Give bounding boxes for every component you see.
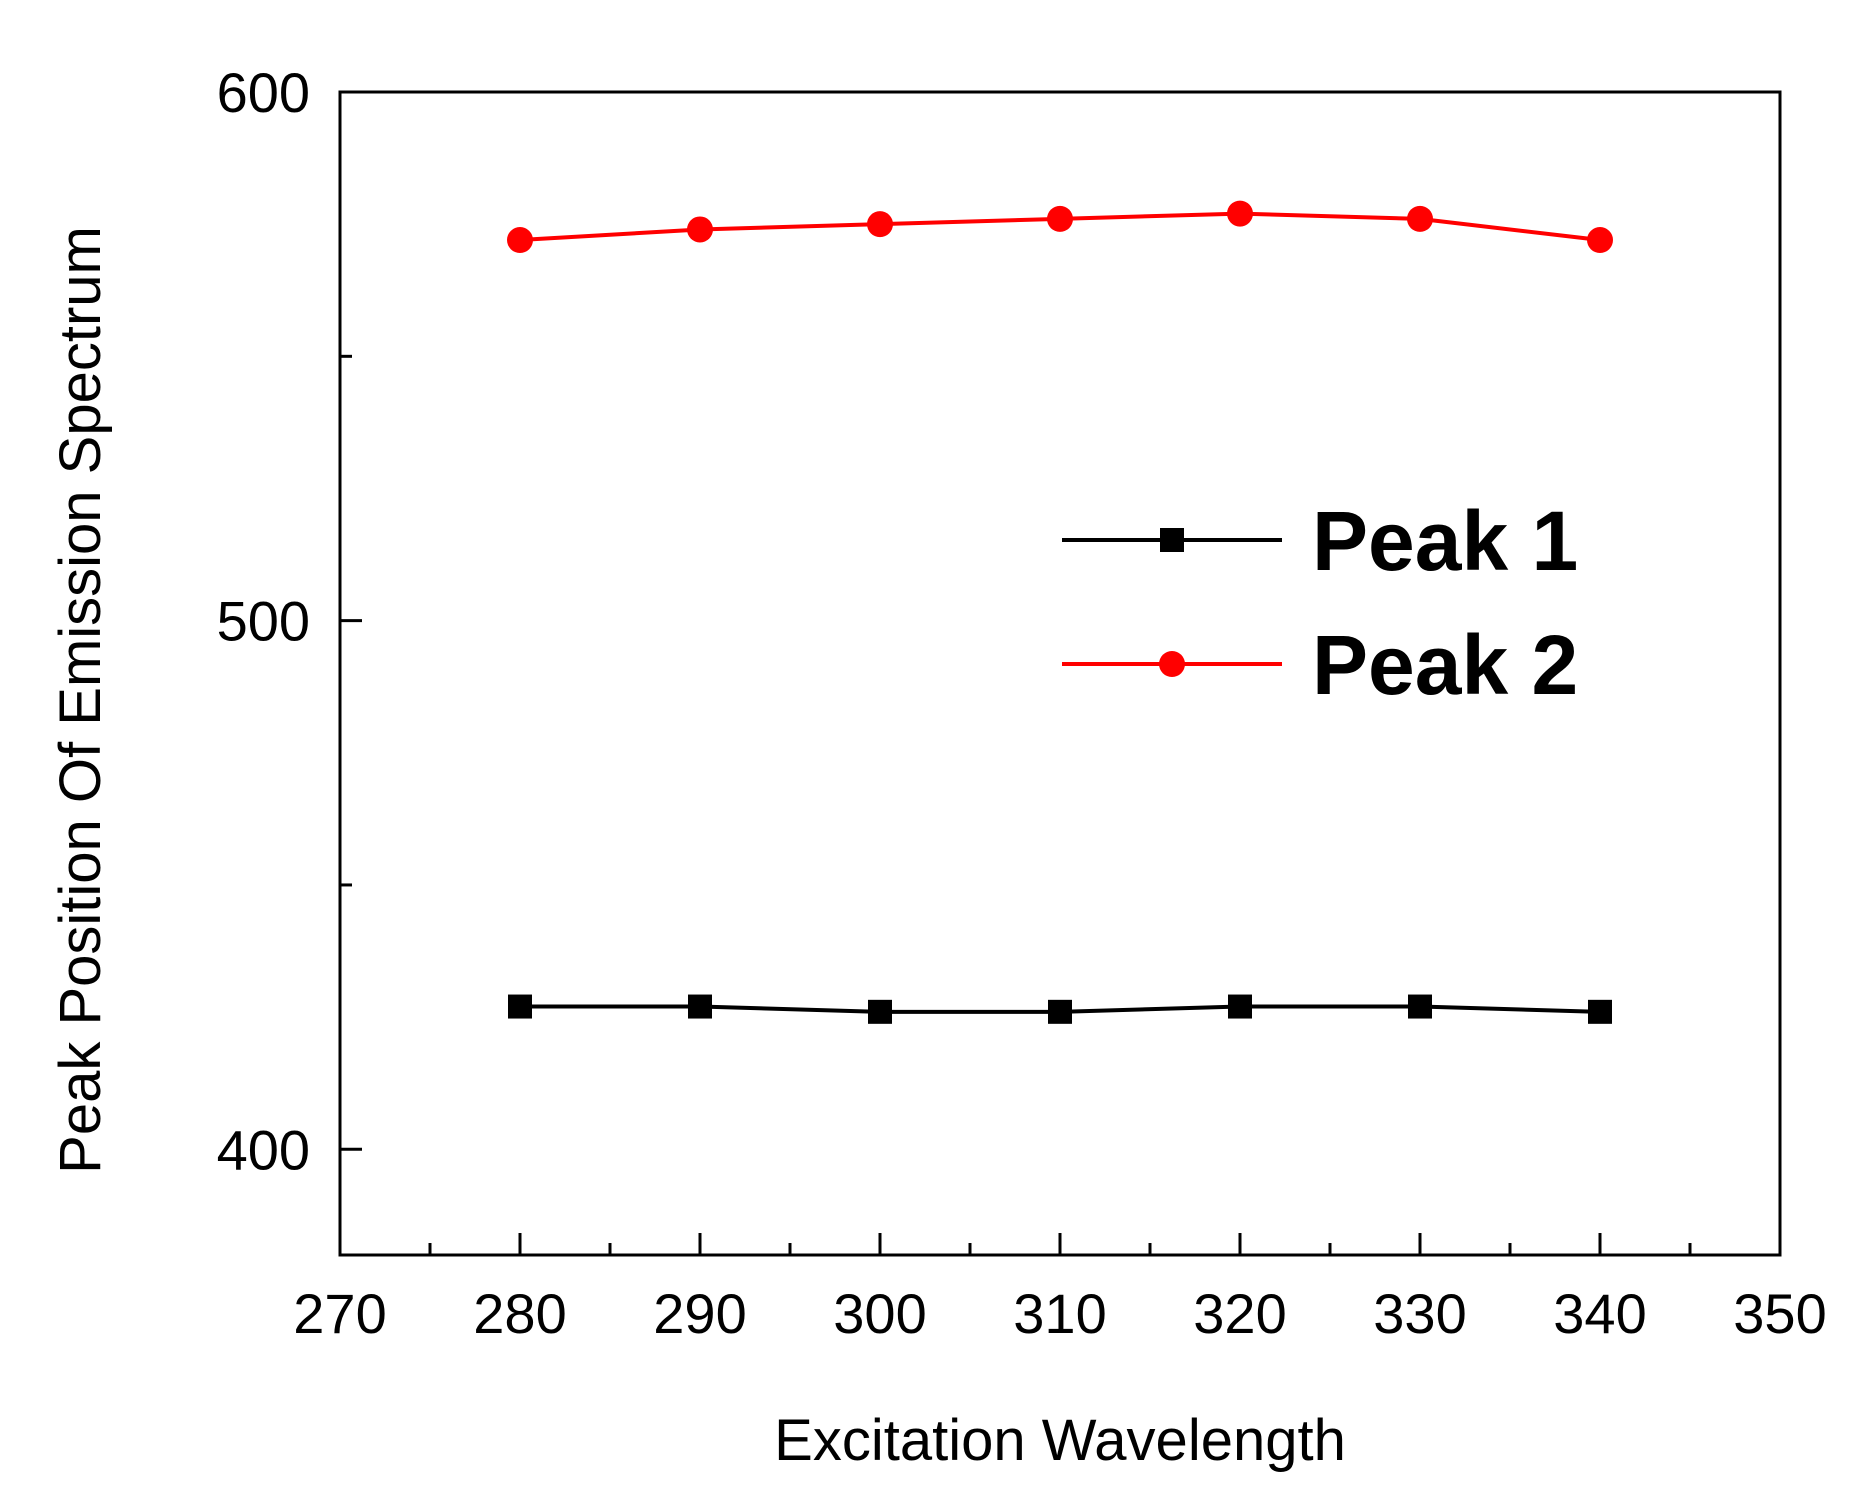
- legend-peak-2-marker: [1159, 651, 1185, 677]
- x-tick-label: 350: [1733, 1282, 1826, 1345]
- x-tick-label: 300: [833, 1282, 926, 1345]
- y-axis-title: Peak Position Of Emission Spectrum: [48, 226, 113, 1174]
- peak-1-point: [868, 999, 892, 1024]
- peak-1-point: [1228, 994, 1252, 1019]
- y-tick-label: 600: [217, 61, 310, 124]
- x-tick-label: 270: [293, 1282, 386, 1345]
- peak-2-point: [1587, 227, 1613, 254]
- x-axis-title: Excitation Wavelength: [774, 1408, 1346, 1473]
- peak-1-point: [508, 994, 532, 1019]
- x-tick-label: 290: [653, 1282, 746, 1345]
- peak-1-point: [688, 994, 712, 1019]
- x-tick-label: 280: [473, 1282, 566, 1345]
- peak-1-point: [1408, 994, 1432, 1019]
- y-ticks: 400 500 600: [217, 61, 362, 1181]
- peak-1-point: [1588, 999, 1612, 1024]
- x-tick-label: 310: [1013, 1282, 1106, 1345]
- x-ticks: 270 280 290 300 310 320 330 340 350: [293, 1233, 1827, 1345]
- plot-layer: [507, 200, 1613, 1024]
- x-tick-label: 330: [1373, 1282, 1466, 1345]
- legend-peak-1-marker: [1160, 528, 1184, 552]
- y-tick-label: 500: [217, 590, 310, 653]
- x-tick-label: 320: [1193, 1282, 1286, 1345]
- peak-2-point: [1047, 205, 1073, 232]
- peak-2-point: [1407, 205, 1433, 232]
- legend-peak-1-label: Peak 1: [1312, 494, 1578, 588]
- legend: Peak 1 Peak 2: [1062, 494, 1578, 712]
- peak-2-point: [687, 216, 713, 243]
- peak-2-point: [1227, 200, 1253, 227]
- peak-2-point: [507, 227, 533, 254]
- peak-2-point: [867, 211, 893, 238]
- peak-1-point: [1048, 999, 1072, 1024]
- y-tick-label: 400: [217, 1118, 310, 1181]
- legend-peak-2-label: Peak 2: [1312, 618, 1578, 712]
- x-tick-label: 340: [1553, 1282, 1646, 1345]
